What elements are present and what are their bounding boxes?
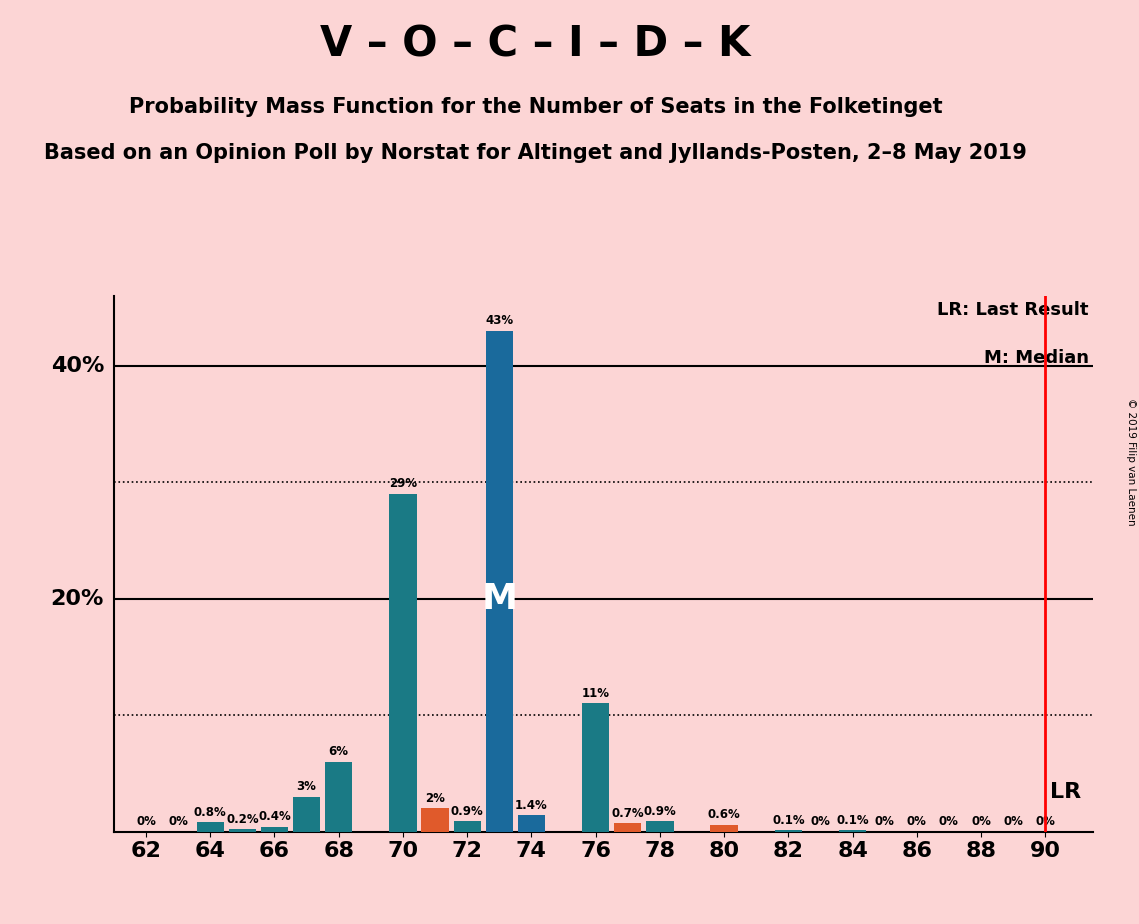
Bar bbox=[839, 831, 867, 832]
Text: 0%: 0% bbox=[972, 815, 991, 828]
Bar bbox=[421, 808, 449, 832]
Bar bbox=[614, 823, 641, 832]
Bar bbox=[646, 821, 673, 832]
Text: 0%: 0% bbox=[875, 815, 894, 828]
Bar bbox=[390, 493, 417, 832]
Bar bbox=[261, 827, 288, 832]
Text: 20%: 20% bbox=[51, 589, 104, 609]
Text: 0%: 0% bbox=[811, 815, 830, 828]
Text: 0%: 0% bbox=[939, 815, 959, 828]
Text: 3%: 3% bbox=[296, 780, 317, 793]
Text: V – O – C – I – D – K: V – O – C – I – D – K bbox=[320, 23, 751, 65]
Bar bbox=[775, 831, 802, 832]
Text: 0.9%: 0.9% bbox=[644, 805, 677, 818]
Bar bbox=[711, 824, 738, 832]
Text: M: Median: M: Median bbox=[984, 349, 1089, 367]
Bar bbox=[325, 761, 352, 832]
Text: 0.2%: 0.2% bbox=[226, 813, 259, 826]
Bar bbox=[229, 829, 256, 832]
Text: © 2019 Filip van Laenen: © 2019 Filip van Laenen bbox=[1126, 398, 1136, 526]
Bar bbox=[453, 821, 481, 832]
Bar bbox=[582, 703, 609, 832]
Bar bbox=[293, 796, 320, 832]
Text: 0%: 0% bbox=[169, 815, 188, 828]
Text: LR: Last Result: LR: Last Result bbox=[937, 301, 1089, 319]
Text: 11%: 11% bbox=[582, 687, 609, 700]
Text: 0.1%: 0.1% bbox=[836, 814, 869, 827]
Text: 0%: 0% bbox=[1003, 815, 1023, 828]
Text: 0%: 0% bbox=[1035, 815, 1055, 828]
Text: Based on an Opinion Poll by Norstat for Altinget and Jyllands-Posten, 2–8 May 20: Based on an Opinion Poll by Norstat for … bbox=[44, 143, 1026, 164]
Text: 0.7%: 0.7% bbox=[612, 807, 644, 820]
Text: M: M bbox=[482, 581, 517, 615]
Text: 0%: 0% bbox=[907, 815, 927, 828]
Text: Probability Mass Function for the Number of Seats in the Folketinget: Probability Mass Function for the Number… bbox=[129, 97, 942, 117]
Text: 43%: 43% bbox=[485, 314, 514, 327]
Text: 0.4%: 0.4% bbox=[259, 810, 290, 823]
Bar bbox=[485, 331, 513, 832]
Text: 0.1%: 0.1% bbox=[772, 814, 804, 827]
Text: 2%: 2% bbox=[425, 792, 445, 805]
Text: 0%: 0% bbox=[136, 815, 156, 828]
Text: 6%: 6% bbox=[329, 745, 349, 759]
Text: 40%: 40% bbox=[51, 356, 104, 375]
Bar bbox=[518, 815, 546, 832]
Text: 0.9%: 0.9% bbox=[451, 805, 484, 818]
Text: 29%: 29% bbox=[388, 477, 417, 491]
Text: LR: LR bbox=[1050, 783, 1081, 802]
Bar bbox=[197, 822, 224, 832]
Text: 0.8%: 0.8% bbox=[194, 806, 227, 819]
Text: 0.6%: 0.6% bbox=[707, 808, 740, 821]
Text: 1.4%: 1.4% bbox=[515, 798, 548, 812]
